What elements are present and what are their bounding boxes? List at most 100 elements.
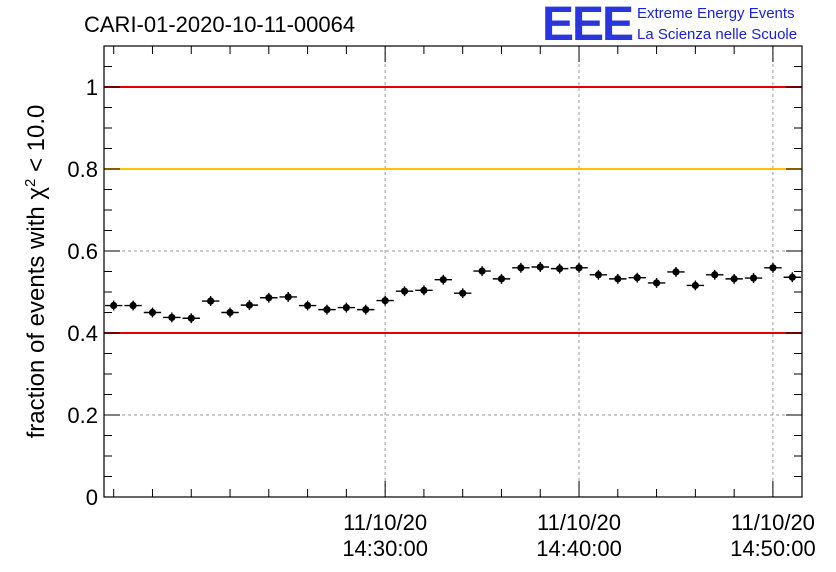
- point-marker: [148, 308, 157, 317]
- point-marker: [342, 303, 350, 312]
- eee-logo: EEE Extreme Energy Events La Scienza nel…: [542, 0, 797, 51]
- data-point: [764, 262, 782, 273]
- x-tick-label-date: 11/10/20: [731, 510, 815, 535]
- data-point: [706, 269, 724, 280]
- y-tick-label: 0: [86, 485, 98, 510]
- y-axis-label-superscript: 2: [22, 179, 39, 187]
- y-axis-label-main: fraction of events with: [23, 200, 50, 439]
- data-point: [667, 266, 685, 277]
- eee-logo-mark: EEE: [542, 0, 633, 51]
- y-axis-label: fraction of events with χ2 < 10.0: [22, 105, 50, 439]
- grid: [104, 46, 802, 498]
- data-point: [221, 307, 239, 318]
- point-marker: [788, 273, 796, 281]
- chart-title: CARI-01-2020-10-11-00064: [84, 12, 355, 37]
- data-point: [318, 304, 336, 315]
- point-marker: [478, 267, 486, 275]
- data-point: [783, 272, 801, 283]
- point-marker: [497, 275, 506, 283]
- point-marker: [769, 264, 777, 272]
- data-point: [628, 272, 646, 283]
- x-tick-label-time: 14:50:00: [730, 536, 816, 561]
- data-point: [298, 300, 317, 311]
- point-marker: [245, 301, 254, 309]
- point-marker: [517, 264, 525, 272]
- data-point: [415, 285, 433, 296]
- x-tick-label-date: 11/10/20: [537, 510, 621, 535]
- point-marker: [420, 286, 428, 294]
- data-point: [337, 302, 356, 313]
- x-tick-label-time: 14:30:00: [342, 536, 428, 561]
- data-point: [395, 286, 414, 297]
- y-tick-label: 0.8: [67, 157, 98, 182]
- data-point: [105, 300, 123, 311]
- axis-ticks: 00.20.40.60.8111/10/2014:30:0011/10/2014…: [67, 45, 816, 561]
- y-axis-label-symbol: χ: [23, 187, 50, 200]
- data-point: [260, 292, 278, 303]
- point-marker: [129, 301, 137, 310]
- point-marker: [381, 297, 389, 305]
- data-points: [105, 262, 801, 324]
- reference-lines: [104, 86, 802, 334]
- y-tick-label: 0.2: [67, 403, 98, 428]
- data-point: [143, 307, 162, 318]
- data-point: [512, 262, 530, 273]
- point-marker: [749, 274, 758, 282]
- point-marker: [323, 306, 331, 314]
- point-marker: [691, 281, 699, 290]
- point-marker: [556, 265, 564, 273]
- x-tick-label-time: 14:40:00: [536, 536, 622, 561]
- point-marker: [730, 275, 738, 283]
- point-marker: [672, 268, 680, 276]
- point-marker: [652, 279, 661, 287]
- data-point: [570, 262, 588, 273]
- data-point: [492, 273, 511, 284]
- eee-logo-line2: La Scienza nelle Scuole: [637, 26, 797, 43]
- data-point: [124, 300, 142, 311]
- y-tick-label: 1: [86, 75, 98, 100]
- data-point: [357, 304, 375, 315]
- point-marker: [284, 293, 292, 301]
- eee-logo-line1: Extreme Energy Events: [637, 5, 795, 22]
- y-tick-label: 0.6: [67, 239, 98, 264]
- data-point: [609, 273, 627, 284]
- point-marker: [575, 264, 583, 272]
- point-marker: [536, 263, 544, 271]
- point-marker: [439, 276, 447, 284]
- data-point: [647, 278, 666, 288]
- data-point: [182, 313, 200, 324]
- point-marker: [265, 294, 273, 302]
- point-marker: [110, 301, 118, 310]
- point-marker: [614, 275, 622, 283]
- y-tick-label: 0.4: [67, 321, 98, 346]
- point-marker: [303, 301, 312, 310]
- point-marker: [400, 287, 409, 295]
- data-point: [744, 273, 763, 283]
- data-point: [473, 266, 491, 277]
- data-point: [240, 300, 259, 311]
- point-marker: [226, 308, 234, 317]
- x-tick-label-date: 11/10/20: [343, 510, 427, 535]
- point-marker: [207, 297, 215, 305]
- point-marker: [711, 271, 719, 279]
- data-point: [376, 295, 394, 306]
- point-marker: [362, 306, 370, 314]
- plot-frame: [103, 45, 803, 498]
- data-point: [434, 274, 452, 285]
- data-point: [725, 273, 743, 284]
- data-point: [201, 296, 220, 306]
- data-point: [550, 263, 569, 274]
- data-point: [531, 262, 549, 272]
- point-marker: [633, 274, 641, 282]
- data-point: [686, 280, 705, 291]
- data-point: [589, 269, 608, 280]
- data-point: [454, 288, 472, 299]
- point-marker: [594, 271, 603, 279]
- data-point: [279, 292, 297, 302]
- point-marker: [168, 313, 176, 322]
- point-marker: [187, 314, 195, 322]
- y-axis-label-tail: < 10.0: [23, 105, 50, 179]
- point-marker: [459, 289, 467, 297]
- data-point: [163, 312, 181, 323]
